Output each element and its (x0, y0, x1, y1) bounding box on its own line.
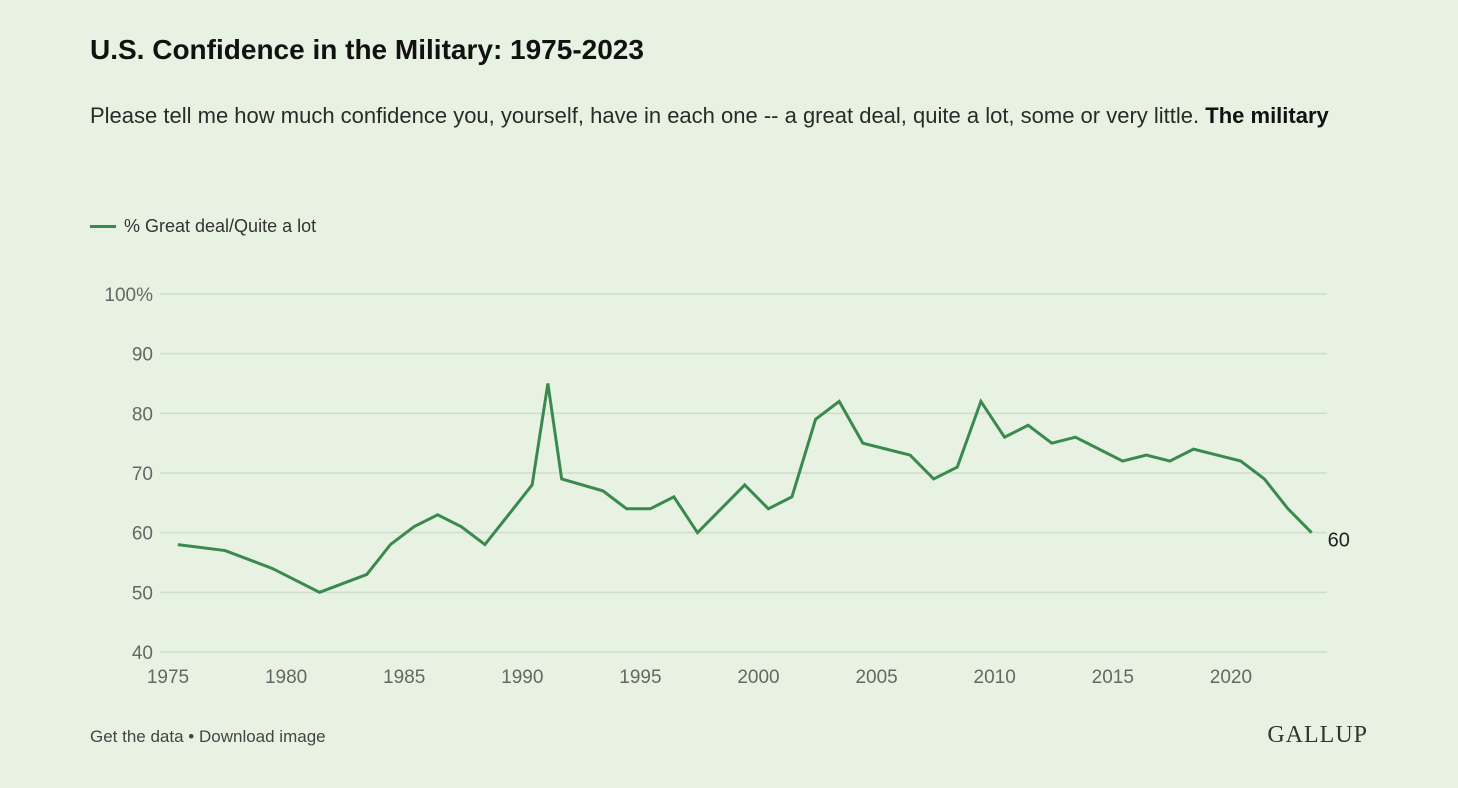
y-tick-label: 80 (132, 404, 153, 425)
y-tick-label: 50 (132, 583, 153, 604)
x-tick-label: 1985 (383, 667, 425, 688)
legend-label: % Great deal/Quite a lot (124, 216, 317, 236)
chart-title: U.S. Confidence in the Military: 1975-20… (90, 34, 644, 65)
y-tick-label: 60 (132, 524, 153, 545)
subtitle-bold: The military (1205, 103, 1329, 128)
x-tick-label: 2010 (974, 667, 1016, 688)
legend-swatch (90, 225, 116, 228)
series-line (177, 383, 1313, 594)
x-tick-label: 2005 (855, 667, 897, 688)
subtitle-text: Please tell me how much confidence you, … (90, 103, 1200, 128)
x-tick-label: 2000 (737, 667, 779, 688)
x-tick-label: 1995 (619, 667, 661, 688)
end-value-label: 60 (1328, 530, 1350, 552)
get-data-link[interactable]: Get the data (90, 727, 184, 746)
y-tick-label: 40 (132, 643, 153, 664)
footer: Get the data • Download image (90, 727, 326, 747)
x-tick-label: 1990 (501, 667, 543, 688)
gallup-logo: GALLUP (1267, 722, 1368, 748)
footer-separator: • (183, 727, 199, 746)
y-tick-label: 100% (104, 285, 153, 306)
x-tick-label: 2015 (1092, 667, 1134, 688)
chart-subtitle: Please tell me how much confidence you, … (90, 94, 1350, 138)
x-tick-label: 1980 (265, 667, 307, 688)
x-tick-label: 1975 (147, 667, 189, 688)
legend: % Great deal/Quite a lot (90, 216, 316, 237)
download-image-link[interactable]: Download image (198, 727, 326, 746)
x-tick-label: 2020 (1210, 667, 1252, 688)
y-tick-label: 70 (132, 464, 153, 485)
y-tick-label: 90 (132, 345, 153, 366)
